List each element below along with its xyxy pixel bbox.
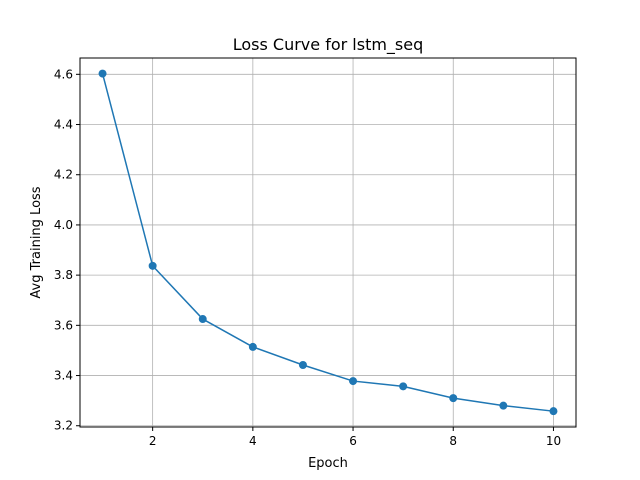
y-tick-label: 3.8 xyxy=(54,268,73,282)
y-tick-label: 4.6 xyxy=(54,67,73,81)
data-point xyxy=(298,360,307,369)
data-point xyxy=(549,407,558,416)
y-tick-label: 3.2 xyxy=(54,419,73,433)
data-point xyxy=(148,261,157,270)
chart-title: Loss Curve for lstm_seq xyxy=(233,35,424,55)
grid xyxy=(80,58,576,427)
series-line xyxy=(101,73,554,412)
x-tick-label: 2 xyxy=(149,434,157,448)
x-tick-label: 6 xyxy=(349,434,357,448)
y-tick-label: 3.6 xyxy=(54,318,73,332)
x-tick-label: 8 xyxy=(449,434,457,448)
y-axis-label: Avg Training Loss xyxy=(29,186,44,298)
data-point xyxy=(198,315,207,324)
data-point xyxy=(248,342,257,351)
data-point xyxy=(449,394,458,403)
ticks: 2 4 6 8 10 3.2 3.4 3.6 3.8 4.0 4.2 4.4 4.6 xyxy=(54,67,561,448)
data-point xyxy=(499,401,508,410)
x-tick-label: 10 xyxy=(546,434,561,448)
y-tick-label: 4.4 xyxy=(54,118,73,132)
y-tick-label: 4.2 xyxy=(54,168,73,182)
data-point xyxy=(98,69,107,78)
x-axis-label: Epoch xyxy=(308,456,348,471)
x-tick-label: 4 xyxy=(249,434,257,448)
y-tick-label: 3.4 xyxy=(54,369,73,383)
series-layer xyxy=(98,69,558,416)
data-point xyxy=(399,382,408,391)
data-point xyxy=(349,377,358,386)
y-tick-label: 4.0 xyxy=(54,218,73,232)
plot-frame xyxy=(79,57,577,428)
